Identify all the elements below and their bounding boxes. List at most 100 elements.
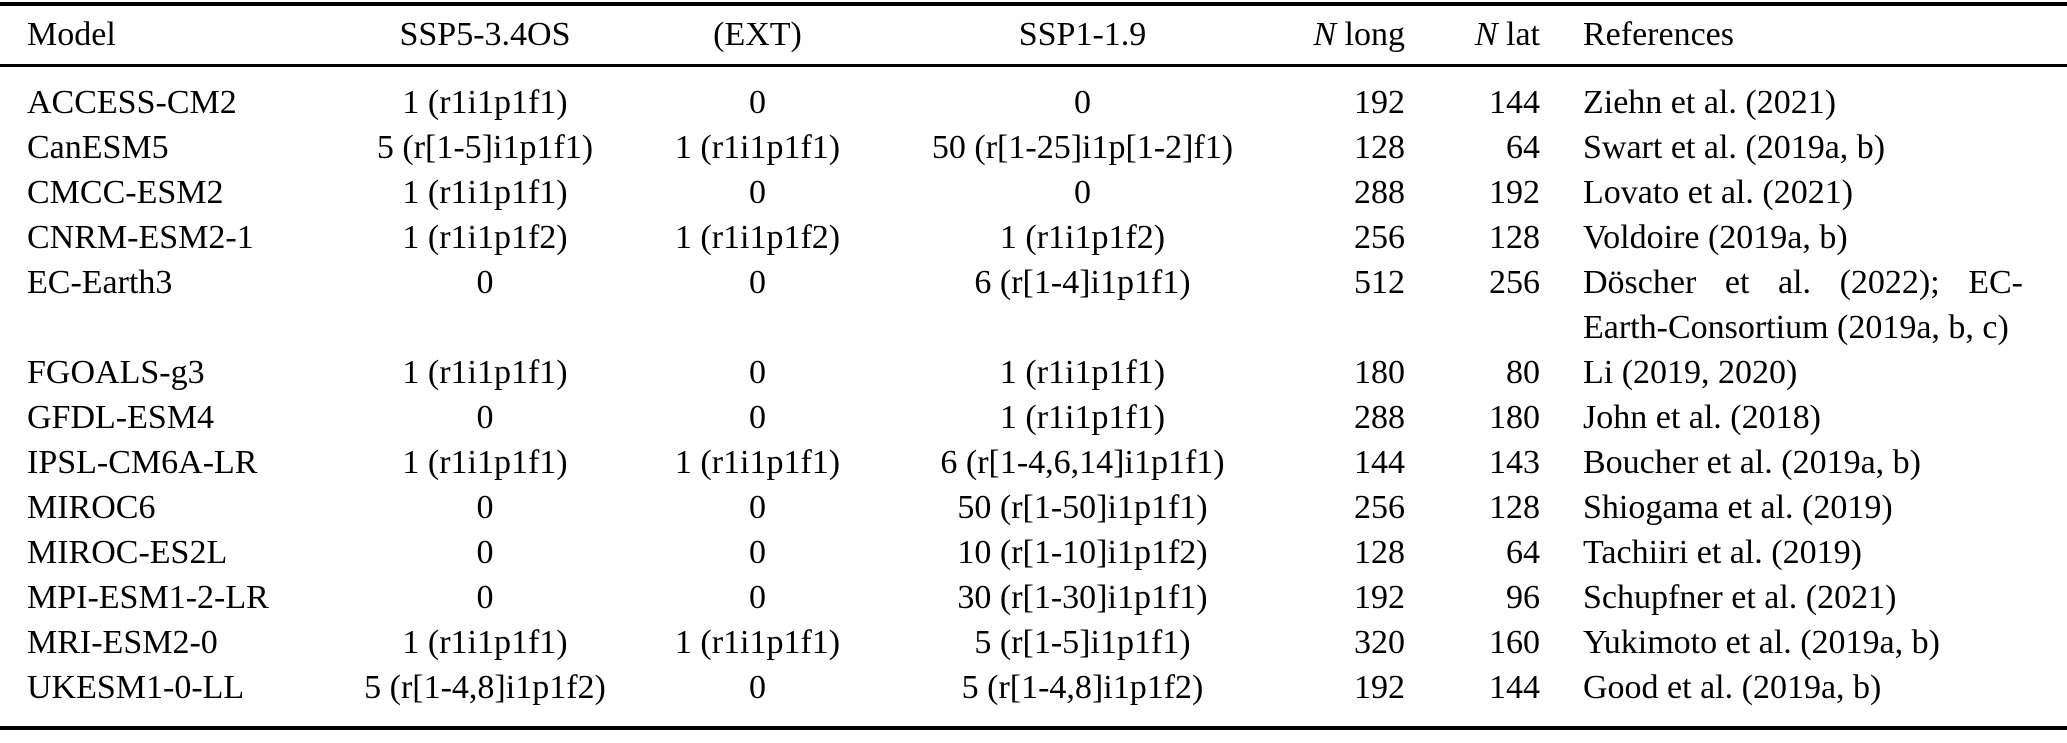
cell-ssp119: 0 (1074, 84, 1091, 121)
cell-n-lat: 64 (1506, 534, 1540, 571)
cell-ext: 0 (749, 354, 766, 391)
column-header-n-long: N long (1290, 4, 1410, 67)
cell-reference: Li (2019, 2020) (1583, 354, 1798, 391)
cell-ssp119: 30 (r[1-30]i1p1f1) (957, 579, 1208, 616)
cell-n-lat: 80 (1506, 354, 1540, 391)
cmip6-scenario-table: Model SSP5-3.4OS (EXT) SSP1-1.9 N long N… (0, 2, 2067, 730)
cell-model: UKESM1-0-LL (27, 669, 245, 706)
cell-ssp119: 50 (r[1-25]i1p[1-2]f1) (931, 129, 1234, 166)
cell-n-lat: 144 (1489, 669, 1540, 706)
cell-model: MIROC-ES2L (27, 534, 228, 571)
cell-ext: 1 (r1i1p1f2) (674, 219, 841, 256)
cell-model: CMCC-ESM2 (27, 174, 224, 211)
cell-reference: Good et al. (2019a, b) (1583, 669, 1882, 706)
cell-ssp119: 0 (1074, 174, 1091, 211)
cell-ssp534os: 0 (476, 399, 494, 436)
table-row: UKESM1-0-LL 5 (r[1-4,8]i1p1f2) 0 5 (r[1-… (0, 665, 2067, 728)
cell-ssp119: 1 (r1i1p1f1) (999, 399, 1166, 436)
cell-n-lat: 192 (1489, 174, 1540, 211)
cell-ssp534os: 1 (r1i1p1f1) (402, 174, 568, 211)
cell-n-lat: 128 (1489, 219, 1540, 256)
table-row: MIROC6 0 0 50 (r[1-50]i1p1f1) 256 128 Sh… (0, 485, 2067, 530)
cell-ssp534os: 1 (r1i1p1f1) (402, 354, 568, 391)
cell-ssp534os: 1 (r1i1p1f1) (402, 84, 568, 121)
cell-model: MIROC6 (27, 489, 156, 526)
cell-n-long: 128 (1354, 534, 1405, 571)
table-row: CNRM-ESM2-1 1 (r1i1p1f2) 1 (r1i1p1f2) 1 … (0, 215, 2067, 260)
cell-ssp534os: 0 (476, 264, 494, 301)
table-row: MPI-ESM1-2-LR 0 0 30 (r[1-30]i1p1f1) 192… (0, 575, 2067, 620)
cell-n-long: 256 (1354, 489, 1405, 526)
cell-ext: 0 (749, 264, 766, 301)
table-row: ACCESS-CM2 1 (r1i1p1f1) 0 0 192 144 Zieh… (0, 66, 2067, 126)
cell-model: GFDL-ESM4 (27, 399, 215, 436)
cell-ssp534os: 1 (r1i1p1f2) (402, 219, 568, 256)
cell-ssp119: 1 (r1i1p1f2) (999, 219, 1166, 256)
cell-ext: 0 (749, 669, 766, 706)
cell-ssp534os: 5 (r[1-5]i1p1f1) (376, 129, 594, 166)
cell-ssp119: 5 (r[1-5]i1p1f1) (974, 624, 1191, 661)
column-header-ssp119: SSP1-1.9 (875, 4, 1290, 67)
cell-ssp119: 6 (r[1-4]i1p1f1) (974, 264, 1191, 301)
cell-ssp534os: 0 (476, 534, 494, 571)
cell-model: FGOALS-g3 (27, 354, 205, 391)
cell-model: MPI-ESM1-2-LR (27, 579, 269, 616)
table-row: MIROC-ES2L 0 0 10 (r[1-10]i1p1f2) 128 64… (0, 530, 2067, 575)
cell-ext: 0 (749, 84, 766, 121)
column-header-model: Model (0, 4, 330, 67)
cell-n-long: 320 (1354, 624, 1405, 661)
cell-ext: 1 (r1i1p1f1) (674, 624, 841, 661)
cell-n-lat: 64 (1506, 129, 1540, 166)
cell-ssp119: 6 (r[1-4,6,14]i1p1f1) (940, 444, 1225, 481)
table-header-row: Model SSP5-3.4OS (EXT) SSP1-1.9 N long N… (0, 4, 2067, 67)
cell-ext: 1 (r1i1p1f1) (674, 129, 841, 166)
cell-n-long: 288 (1354, 174, 1405, 211)
cell-ssp534os: 0 (476, 489, 494, 526)
column-header-references: References (1545, 4, 2067, 67)
cell-ext: 0 (749, 489, 766, 526)
table-row: CMCC-ESM2 1 (r1i1p1f1) 0 0 288 192 Lovat… (0, 170, 2067, 215)
cell-reference: Schupfner et al. (2021) (1583, 579, 1897, 616)
cell-n-lat: 128 (1489, 489, 1540, 526)
cell-reference: Ziehn et al. (2021) (1583, 84, 1837, 121)
cell-n-long: 256 (1354, 219, 1405, 256)
column-header-ssp534os: SSP5-3.4OS (330, 4, 640, 67)
cell-reference: Lovato et al. (2021) (1583, 174, 1854, 211)
table-row: CanESM5 5 (r[1-5]i1p1f1) 1 (r1i1p1f1) 50… (0, 125, 2067, 170)
cell-n-long: 288 (1354, 399, 1405, 436)
cell-n-long: 512 (1354, 264, 1405, 301)
cell-ext: 0 (749, 579, 766, 616)
reference-line-2: Earth-Consortium (2019a, b, c) (1583, 309, 2009, 346)
cell-ssp534os: 5 (r[1-4,8]i1p1f2) (364, 669, 606, 706)
table-row: FGOALS-g3 1 (r1i1p1f1) 0 1 (r1i1p1f1) 18… (0, 350, 2067, 395)
cell-ssp119: 10 (r[1-10]i1p1f2) (957, 534, 1208, 571)
cell-model: CNRM-ESM2-1 (27, 219, 254, 256)
table-row: EC-Earth3 0 0 6 (r[1-4]i1p1f1) 512 256 D… (0, 260, 2067, 350)
cell-n-lat: 180 (1489, 399, 1540, 436)
n-long-symbol: N (1313, 16, 1337, 53)
table-row: MRI-ESM2-0 1 (r1i1p1f1) 1 (r1i1p1f1) 5 (… (0, 620, 2067, 665)
cell-ext: 0 (749, 534, 766, 571)
cell-n-long: 192 (1354, 669, 1405, 706)
column-header-ext: (EXT) (640, 4, 875, 67)
cell-reference: Voldoire (2019a, b) (1583, 219, 1848, 256)
cell-n-lat: 256 (1489, 264, 1540, 301)
cell-reference: Boucher et al. (2019a, b) (1583, 444, 1921, 481)
cell-n-lat: 96 (1506, 579, 1540, 616)
cell-reference: Shiogama et al. (2019) (1583, 489, 1893, 526)
table-row: IPSL-CM6A-LR 1 (r1i1p1f1) 1 (r1i1p1f1) 6… (0, 440, 2067, 485)
cell-ssp119: 5 (r[1-4,8]i1p1f2) (961, 669, 1204, 706)
cell-reference: John et al. (2018) (1583, 399, 1821, 436)
n-lat-word: lat (1506, 16, 1540, 53)
cell-ssp534os: 1 (r1i1p1f1) (402, 624, 568, 661)
cell-model: ACCESS-CM2 (27, 84, 237, 121)
n-long-word: long (1344, 16, 1405, 53)
cell-n-long: 192 (1354, 84, 1405, 121)
cell-ssp534os: 1 (r1i1p1f1) (402, 444, 568, 481)
cell-n-lat: 160 (1489, 624, 1540, 661)
cell-n-long: 144 (1354, 444, 1405, 481)
cell-ext: 0 (749, 399, 766, 436)
column-header-n-lat: N lat (1410, 4, 1545, 67)
cell-n-lat: 144 (1489, 84, 1540, 121)
